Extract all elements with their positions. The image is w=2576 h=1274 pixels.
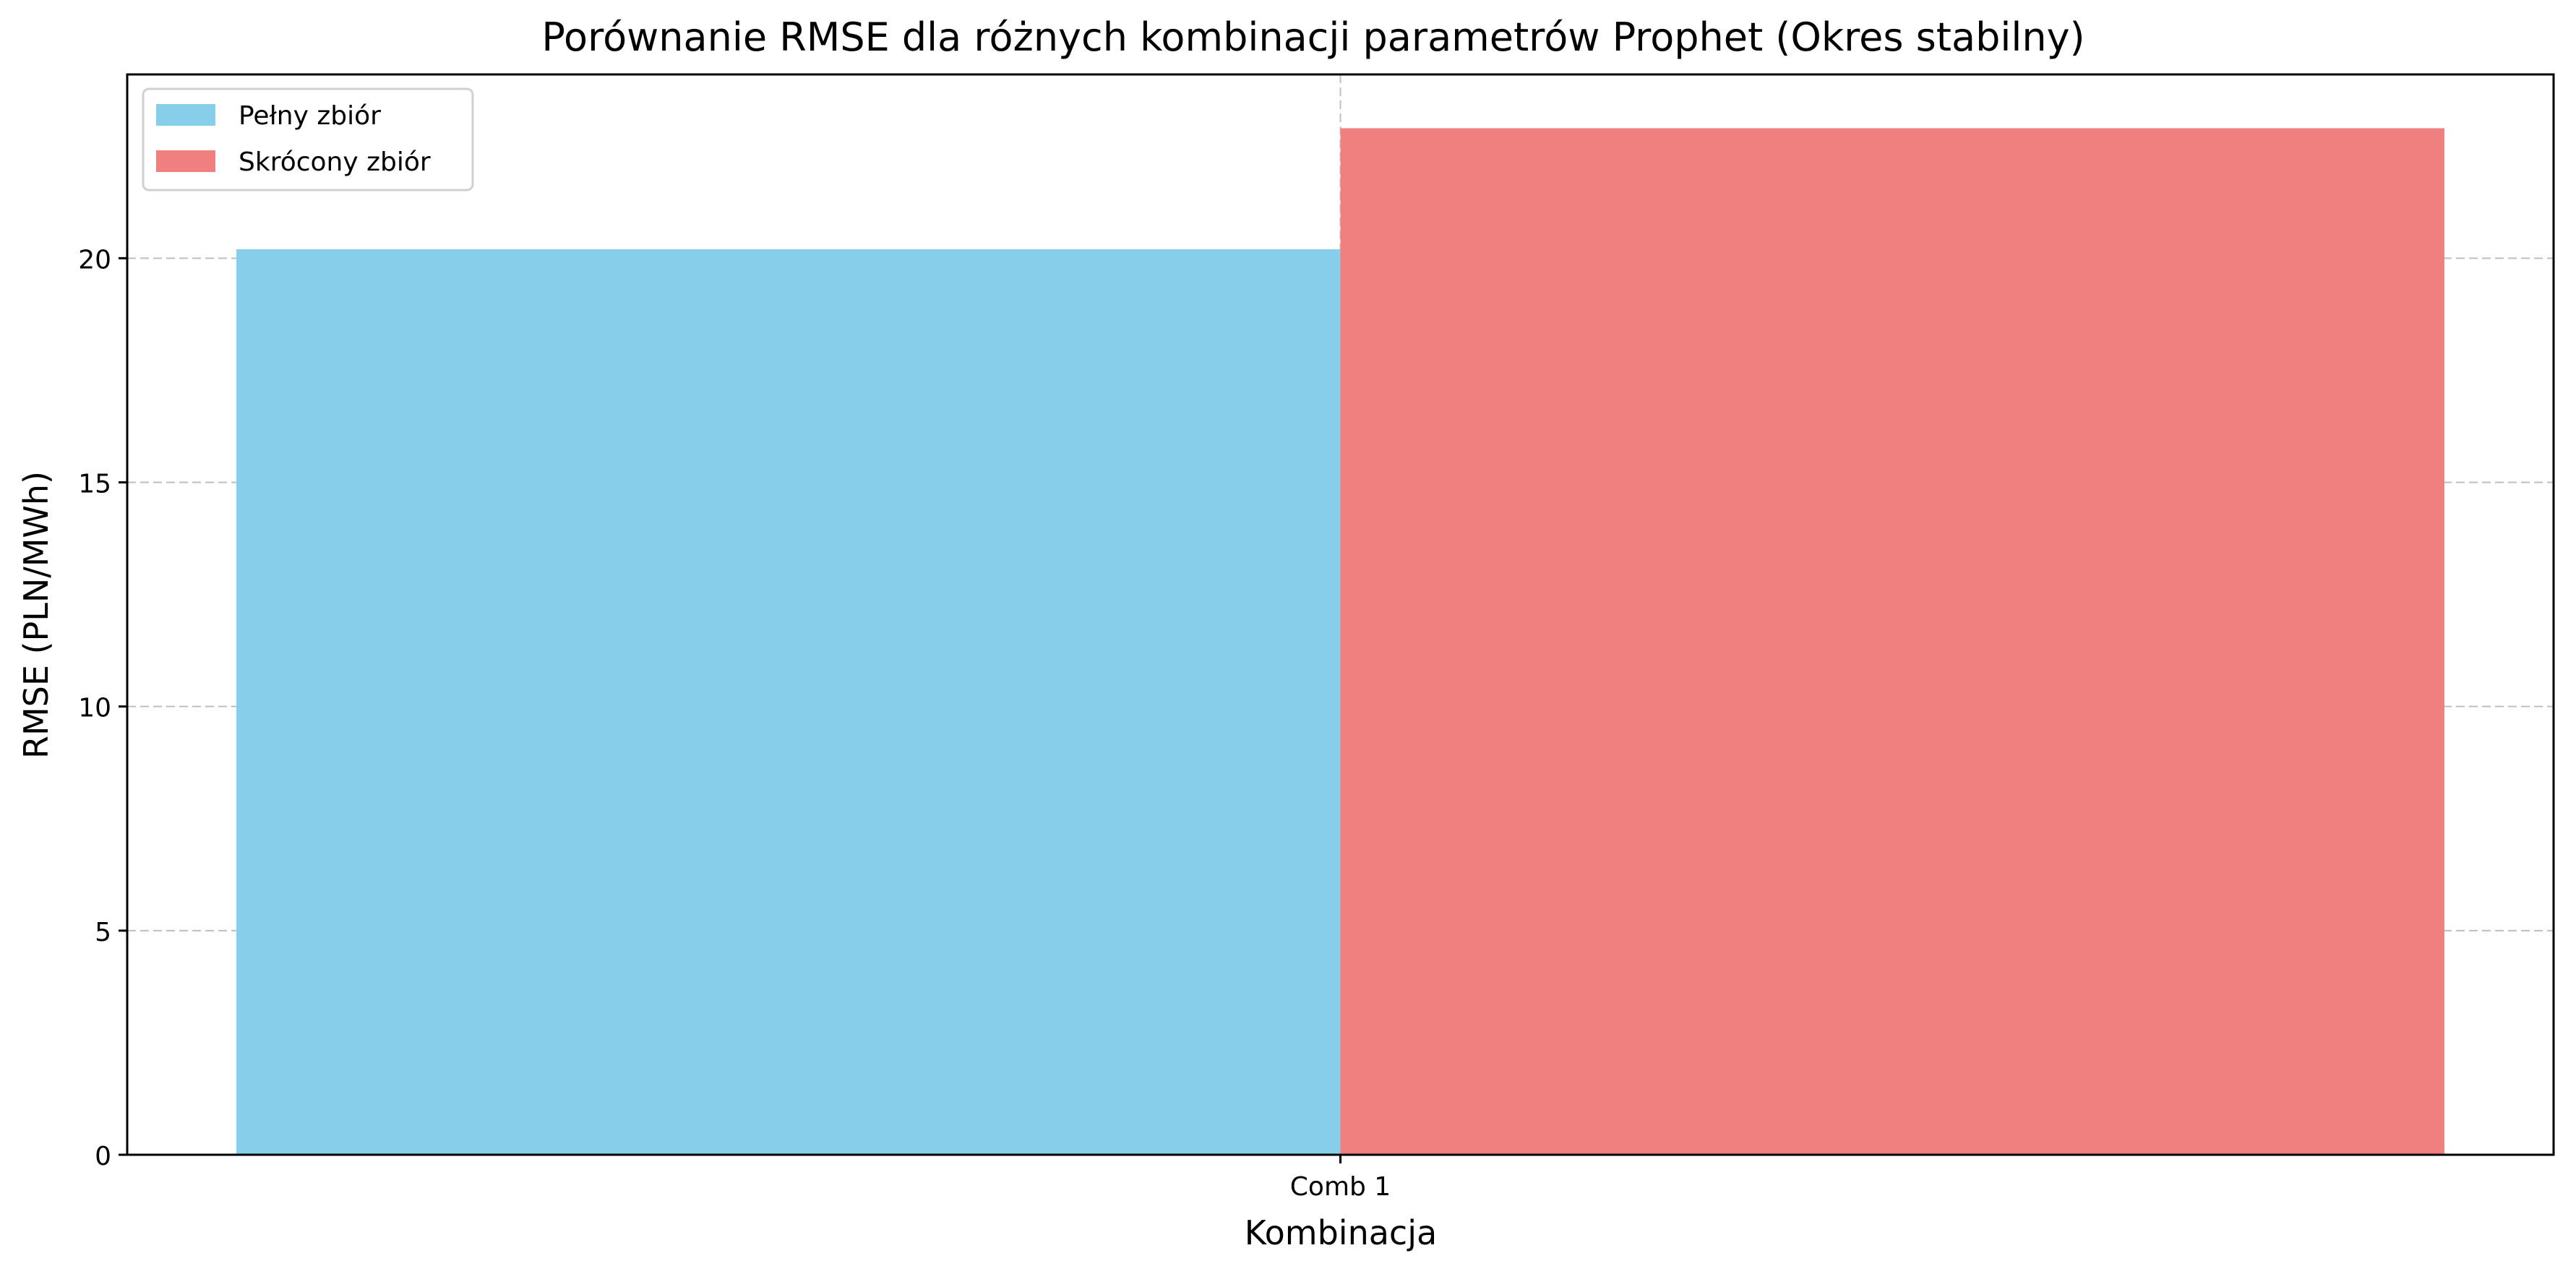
y-tick-label: 15 xyxy=(78,470,111,499)
legend-frame xyxy=(142,87,474,191)
legend-label: Skrócony zbiór xyxy=(239,147,431,177)
x-tick-label: Comb 1 xyxy=(1290,1172,1391,1202)
plot-area: 0 5 10 15 20 Comb 1 xyxy=(78,73,2555,1202)
x-axis-label: Kombinacja xyxy=(1245,1213,1437,1252)
legend-swatch xyxy=(156,150,215,172)
y-tick-label: 20 xyxy=(78,245,111,275)
legend-label: Pełny zbiór xyxy=(239,101,381,131)
legend-swatch xyxy=(156,104,215,126)
legend: Pełny zbiór Skrócony zbiór xyxy=(142,87,474,191)
chart-title: Porównanie RMSE dla różnych kombinacji p… xyxy=(541,14,2085,60)
bar-skr-cony-zbi-r-0 xyxy=(1340,128,2444,1155)
bar-pe-ny-zbi-r-0 xyxy=(236,249,1341,1155)
y-tick-label: 0 xyxy=(95,1142,111,1171)
y-axis-ticks: 0 5 10 15 20 xyxy=(78,245,127,1171)
y-axis-label: RMSE (PLN/MWh) xyxy=(17,471,56,759)
x-axis-ticks: Comb 1 xyxy=(1290,1155,1391,1202)
bars xyxy=(236,128,2444,1155)
y-tick-label: 5 xyxy=(95,918,111,947)
y-tick-label: 10 xyxy=(78,694,111,723)
